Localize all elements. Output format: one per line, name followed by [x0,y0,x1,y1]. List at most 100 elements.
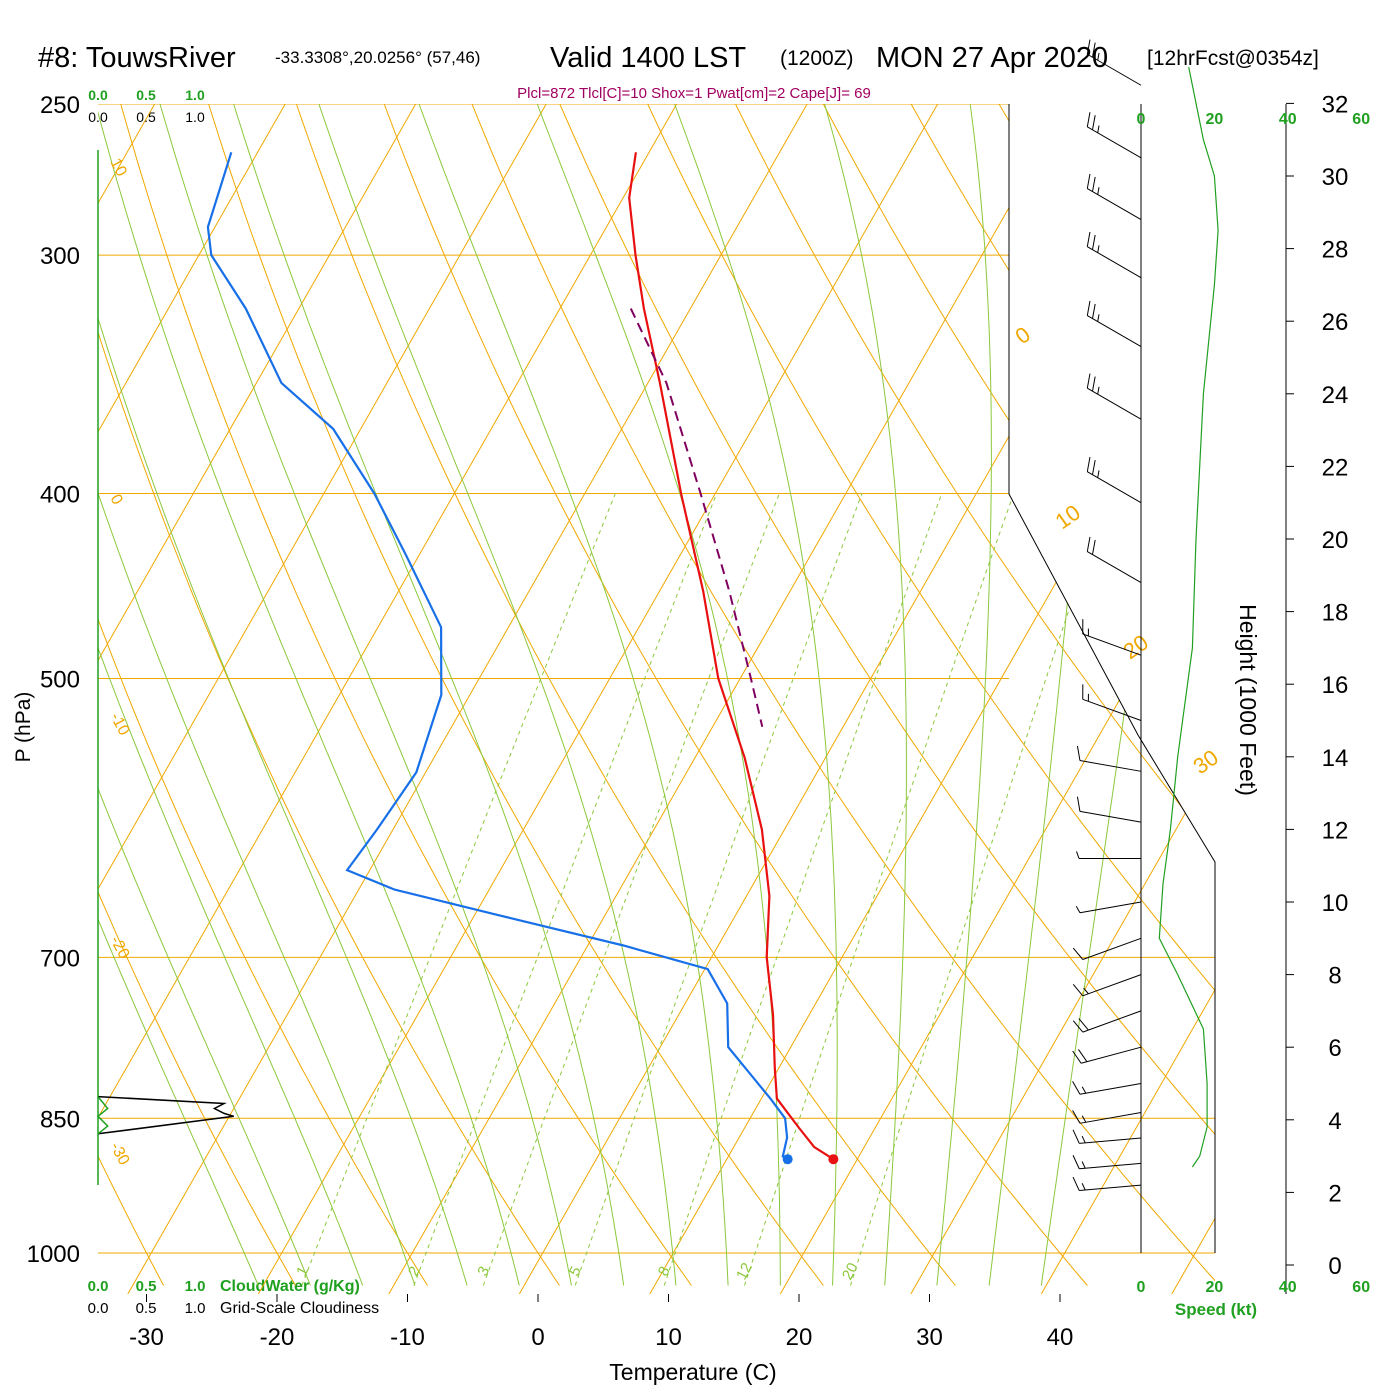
pressure-tick-label: 500 [40,667,80,694]
wind-barb-flag [1072,947,1084,960]
isotherm-line [98,104,678,1294]
pressure-tick-label: 250 [40,92,80,119]
temperature-tick-label: -10 [390,1324,425,1351]
moist-adiabat [936,104,992,1286]
wind-barb-staff [1087,471,1142,504]
cloud-profiles [96,1095,235,1135]
pressure-tick-label: 700 [40,945,80,972]
dry-adiabat [98,104,296,1286]
speed-axis-title: Speed (kt) [1175,1300,1257,1319]
height-tick-label: 26 [1322,309,1349,336]
wind-barb-half-flag [1081,1161,1086,1169]
wind-barb-flag [1092,376,1096,392]
wind-barb-half-flag [1097,314,1100,322]
wind-barb-half-flag [1081,1086,1087,1094]
isotherm-label: 30 [1189,745,1223,780]
cloudwater-tick: 0.0 [88,87,108,103]
wind-barb-half-flag [1081,1183,1086,1191]
dry-adiabat [471,104,1215,1286]
surface-dewpoint-point [782,1154,793,1165]
moist-adiabat [233,104,625,1286]
wind-barb-staff [1079,901,1142,914]
mixing-ratio-line [850,493,1109,1286]
cloud-scale-top: 0.0 0.5 1.0 0.0 0.5 1.0 [88,87,205,125]
moist-adiabat [1040,104,1203,1286]
height-tick-label: 14 [1322,745,1349,772]
speed-tick-label: 20 [1206,1279,1224,1296]
wind-barb-staff [1087,246,1142,279]
isotherm-line [1302,104,1400,1294]
mixing-ratio-label: 2 [405,1264,424,1279]
speed-tick-label: 0 [1137,111,1146,128]
wind-barb-staff [1087,387,1142,420]
wind-barb-flag [1092,459,1096,475]
isotherm-label: 0 [1011,322,1035,350]
moist-adiabat [674,104,838,1286]
height-tick-label: 4 [1328,1108,1341,1135]
temperature-tick-label: -20 [260,1324,295,1351]
height-tick-label: 28 [1322,237,1349,264]
isotherm-line [779,104,1215,1294]
station-coords: -33.3308°,20.0256° (57,46) [275,48,480,67]
wind-barb-flag [1086,231,1091,247]
wind-barb-staff [1079,1112,1142,1124]
cloudiness-label: Grid-Scale Cloudiness [220,1300,379,1317]
height-tick-label: 10 [1322,890,1349,917]
zulu-time: (1200Z) [780,47,854,70]
wind-barb-flag [1086,456,1091,472]
sounding-profiles [206,151,839,1165]
cloudiness-line [97,1095,235,1135]
mixing-ratio-line [482,493,780,1286]
temperature-tick-label: -30 [129,1324,164,1351]
height-tick-label: 8 [1328,963,1341,990]
cloudwater-tick: 0.5 [136,87,156,103]
wind-barb-flag [1072,1050,1082,1064]
plot-right-edge [1008,104,1216,1253]
height-tick-label: 32 [1322,91,1349,118]
cloudwater-tick: 0.5 [136,1278,157,1295]
wind-barb-flag [1086,173,1091,189]
cloud-scale-bottom: 0.0 0.5 1.0 CloudWater (g/Kg) 0.0 0.5 1.… [88,1278,380,1317]
isotherm-line [127,104,808,1294]
cloudwater-tick: 0.0 [88,1278,109,1295]
cloudiness-tick: 0.0 [88,1300,109,1317]
wind-barb-staff [1087,551,1142,583]
wind-barb-flag [1076,745,1081,761]
pressure-tick-label: 1000 [27,1241,80,1268]
surface-temperature-point [828,1154,839,1165]
wind-barb-staff [1087,315,1142,348]
wind-barb-flag [1086,39,1091,55]
dry-adiabat [120,104,692,1286]
forecast-date: MON 27 Apr 2020 [876,42,1108,74]
cloudiness-tick: 1.0 [185,1300,206,1317]
wind-barb-half-flag [1097,470,1100,478]
cloudwater-tick: 1.0 [185,1278,206,1295]
height-tick-label: 0 [1328,1253,1341,1280]
wind-barb-staff [1079,810,1142,823]
cloudwater-line [96,1096,109,1135]
dry-adiabat [383,104,1088,1286]
moist-adiabat [98,104,520,1286]
wind-barb-staff [1079,1184,1142,1192]
moist-adiabat [988,104,1098,1286]
wind-barb-flag [1072,1129,1080,1144]
mixing-ratio-label: 8 [655,1264,674,1279]
cloudwater-tick: 1.0 [185,87,205,103]
cloudiness-tick: 1.0 [185,109,205,125]
wind-panel: 0246810121416182022242628303200202040406… [1072,39,1370,1296]
mixing-ratio-label: 3 [474,1264,493,1279]
moist-adiabat [159,104,572,1286]
dry-adiabat [647,104,1215,1286]
mixing-ratio-label: 20 [839,1260,862,1283]
moist-adiabat [318,104,677,1286]
pressure-tick-label: 300 [40,243,80,270]
isotherm-line [98,104,286,1294]
mixing-ratio-line [744,493,1015,1286]
wind-barb-flag [1092,176,1096,192]
speed-tick-label: 20 [1206,111,1224,128]
dry-adiabat [822,104,1215,1286]
wind-barb-staff [1082,937,1142,960]
wind-barb-flag [1086,536,1091,552]
dry-adiabat [295,104,956,1286]
